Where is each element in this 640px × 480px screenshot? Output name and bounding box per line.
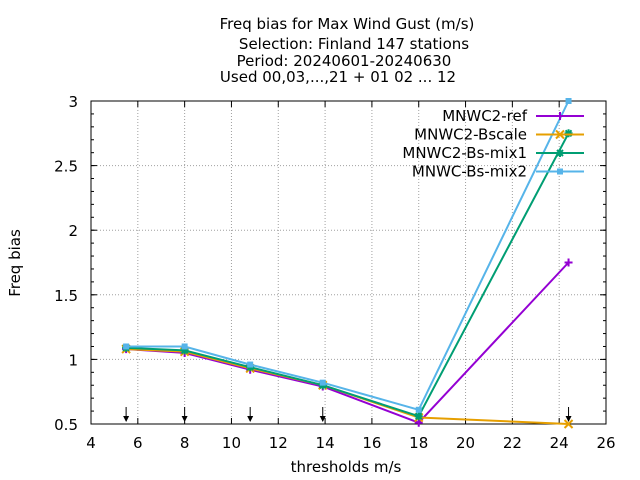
x-tick-label: 12 (269, 434, 288, 452)
axes: 4 6 8 10 12 14 16 18 20 22 24 26 0.5 1 1.5 2 2.5 3 (54, 93, 615, 452)
legend-entry: MNWC2-Bs-mix1 (402, 144, 584, 162)
title-line-3: Period: 20240601-20240630 (237, 52, 452, 70)
series-lines (121, 98, 574, 429)
data-point (564, 129, 573, 138)
data-point (557, 168, 563, 175)
series-line (126, 132, 570, 418)
x-tick-label: 24 (550, 434, 569, 452)
y-tick-label: 0.5 (54, 416, 78, 434)
series-mnwc-bs-mix2 (123, 98, 572, 413)
data-point (563, 419, 574, 429)
legend-entry: MNWC-Bs-mix2 (412, 163, 584, 181)
data-point (319, 379, 326, 386)
data-point (555, 129, 565, 140)
series-mnwc2-ref (122, 258, 573, 427)
legend-entry: MNWC2-ref (442, 107, 584, 125)
y-tick-label: 3 (68, 93, 78, 111)
threshold-arrows (123, 407, 572, 422)
threshold-arrow-head (319, 416, 326, 422)
x-tick-label: 18 (409, 434, 428, 452)
series-line (126, 261, 570, 424)
chart-title: Freq bias for Max Wind Gust (m/s) Select… (220, 15, 475, 86)
data-point (181, 343, 188, 350)
grid (90, 100, 607, 425)
plot-frame (90, 100, 607, 425)
data-point (565, 98, 572, 104)
y-tick-label: 2.5 (54, 158, 78, 176)
data-point (415, 406, 422, 413)
legend-label: MNWC2-Bscale (414, 126, 527, 144)
x-tick-label: 22 (503, 434, 522, 452)
x-tick-label: 4 (86, 434, 96, 452)
x-tick-label: 14 (316, 434, 335, 452)
legend-label: MNWC-Bs-mix2 (412, 163, 527, 181)
legend-entry: MNWC2-Bscale (414, 126, 584, 144)
y-tick-label: 2 (68, 222, 78, 240)
y-axis-title: Freq bias (6, 229, 24, 297)
x-tick-label: 16 (362, 434, 381, 452)
series-line (126, 348, 569, 425)
data-point (564, 258, 573, 267)
series-line (126, 100, 570, 411)
x-tick-label: 6 (133, 434, 143, 452)
x-tick-label: 8 (180, 434, 190, 452)
y-tick-label: 1.5 (54, 287, 78, 305)
y-tick-label: 1 (68, 351, 78, 369)
data-point (180, 346, 189, 355)
threshold-arrow-head (123, 416, 130, 422)
data-point (123, 343, 130, 350)
data-point (247, 361, 254, 368)
x-tick-label: 20 (456, 434, 475, 452)
series-mnwc2-bscale (121, 344, 574, 429)
title-line-2: Selection: Finland 147 stations (239, 35, 469, 53)
data-point (556, 149, 564, 157)
threshold-arrow-head (181, 416, 188, 422)
x-tick-label: 26 (596, 434, 615, 452)
x-axis-title: thresholds m/s (291, 458, 402, 476)
data-point (556, 112, 564, 120)
x-tick-label: 10 (222, 434, 241, 452)
legend-label: MNWC2-ref (442, 107, 527, 125)
title-line-4: Used 00,03,...,21 + 01 02 ... 12 (220, 68, 456, 86)
threshold-arrow-head (565, 416, 572, 422)
threshold-arrow-head (247, 416, 254, 422)
legend-label: MNWC2-Bs-mix1 (402, 144, 527, 162)
legend: MNWC2-refMNWC2-BscaleMNWC2-Bs-mix1MNWC-B… (402, 107, 584, 181)
title-line-1: Freq bias for Max Wind Gust (m/s) (220, 15, 475, 33)
data-point (414, 412, 423, 421)
